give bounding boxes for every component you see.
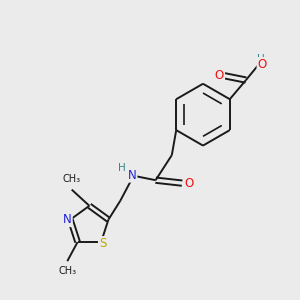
Text: O: O (215, 69, 224, 82)
Text: H: H (257, 54, 265, 64)
Text: CH₃: CH₃ (63, 174, 81, 184)
Text: H: H (118, 163, 126, 172)
Text: S: S (99, 237, 106, 250)
Text: N: N (128, 169, 136, 182)
Text: N: N (63, 213, 72, 226)
Text: O: O (184, 177, 193, 190)
Text: CH₃: CH₃ (58, 266, 76, 277)
Text: O: O (257, 58, 267, 71)
